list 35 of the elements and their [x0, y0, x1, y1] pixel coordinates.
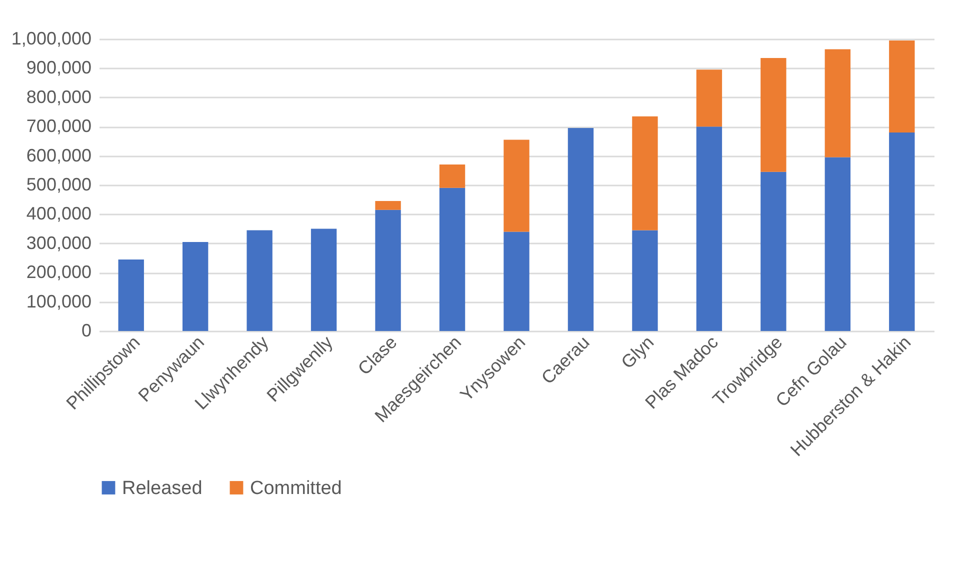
- bar: [439, 164, 466, 188]
- bar: [375, 201, 401, 210]
- y-tick-label: 100,000: [26, 291, 92, 312]
- y-tick-label: 800,000: [26, 86, 92, 107]
- bar: [246, 230, 272, 331]
- bar: [118, 259, 144, 331]
- y-tick-label: 900,000: [26, 58, 92, 78]
- bar: [696, 70, 722, 127]
- bar: [504, 232, 530, 331]
- y-tick-label: 1,000,000: [11, 28, 92, 48]
- bar: [375, 210, 401, 331]
- bar: [310, 228, 337, 331]
- bar: [760, 58, 786, 172]
- legend-label: Committed: [250, 478, 342, 499]
- bar: [824, 49, 850, 158]
- bar: [760, 172, 786, 331]
- legend-label: Released: [122, 478, 202, 499]
- y-tick-label: 700,000: [26, 116, 92, 136]
- bar: [632, 230, 658, 331]
- y-tick-label: 0: [81, 320, 92, 340]
- bar: [889, 132, 915, 331]
- x-tick-label: Glyn: [617, 332, 658, 372]
- bar: [696, 126, 722, 331]
- y-tick-label: 300,000: [26, 232, 92, 253]
- y-tick-label: 500,000: [26, 174, 92, 194]
- y-tick-label: 400,000: [26, 204, 92, 224]
- bar: [824, 157, 850, 331]
- bar: [439, 188, 466, 331]
- bar: [568, 128, 594, 331]
- y-tick-label: 600,000: [26, 145, 92, 166]
- bar: [632, 116, 658, 230]
- bar: [504, 140, 530, 232]
- bar: [889, 40, 915, 132]
- y-tick-label: 200,000: [26, 262, 92, 282]
- bar: [182, 242, 208, 331]
